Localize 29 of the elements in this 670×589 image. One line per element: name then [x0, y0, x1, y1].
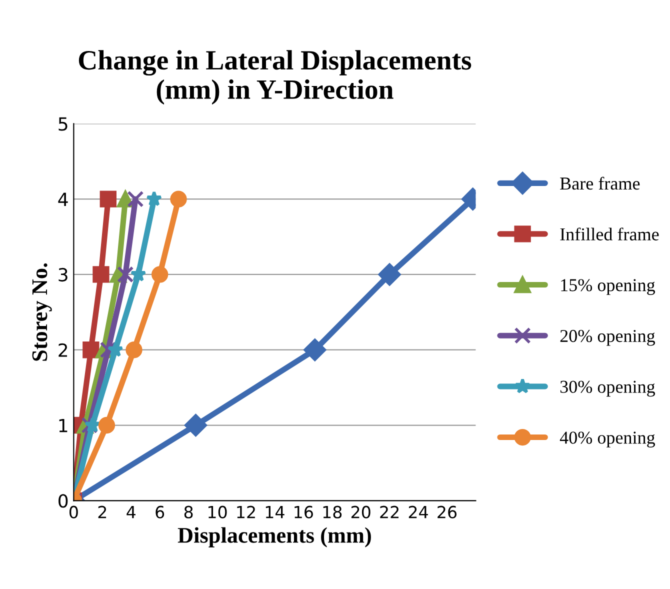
- legend-label: Bare frame: [560, 176, 640, 190]
- x-tick-label: 14: [266, 506, 284, 518]
- x-tick-label: 26: [438, 506, 457, 518]
- legend-label: Infilled frame: [560, 228, 659, 240]
- y-tick-label: 3: [58, 268, 68, 282]
- x-tick-label: 0: [69, 506, 78, 518]
- x-tick-label: 8: [184, 506, 193, 518]
- legend-label: 30% opening: [560, 380, 656, 397]
- x-tick-label: 20: [351, 506, 370, 518]
- x-tick-label: 18: [323, 506, 342, 518]
- x-tick-label: 6: [156, 506, 164, 518]
- chart-title: Change in Lateral Displacements (mm) in Y-Direction: [78, 50, 472, 105]
- x-tick-label: 16: [294, 506, 313, 518]
- x-tick-label: 2: [98, 506, 106, 518]
- legend-label: 40% opening: [560, 432, 656, 448]
- x-axis-title: Displacements (mm): [178, 527, 371, 548]
- legend-label: 15% opening: [561, 279, 656, 295]
- y-tick-label: 2: [58, 343, 68, 357]
- x-tick-label: 4: [126, 506, 136, 518]
- x-tick-label: 12: [237, 506, 255, 518]
- y-tick-label: 4: [58, 192, 68, 206]
- x-tick-label: 22: [380, 506, 398, 518]
- legend-label: 20% opening: [560, 330, 656, 346]
- x-tick-label: 24: [408, 506, 428, 518]
- y-axis-title: Storey No.: [32, 263, 52, 361]
- x-tick-label: 10: [208, 506, 227, 518]
- y-tick-label: 0: [58, 494, 68, 508]
- y-tick-label: 5: [58, 117, 68, 131]
- y-tick-label: 1: [59, 418, 68, 432]
